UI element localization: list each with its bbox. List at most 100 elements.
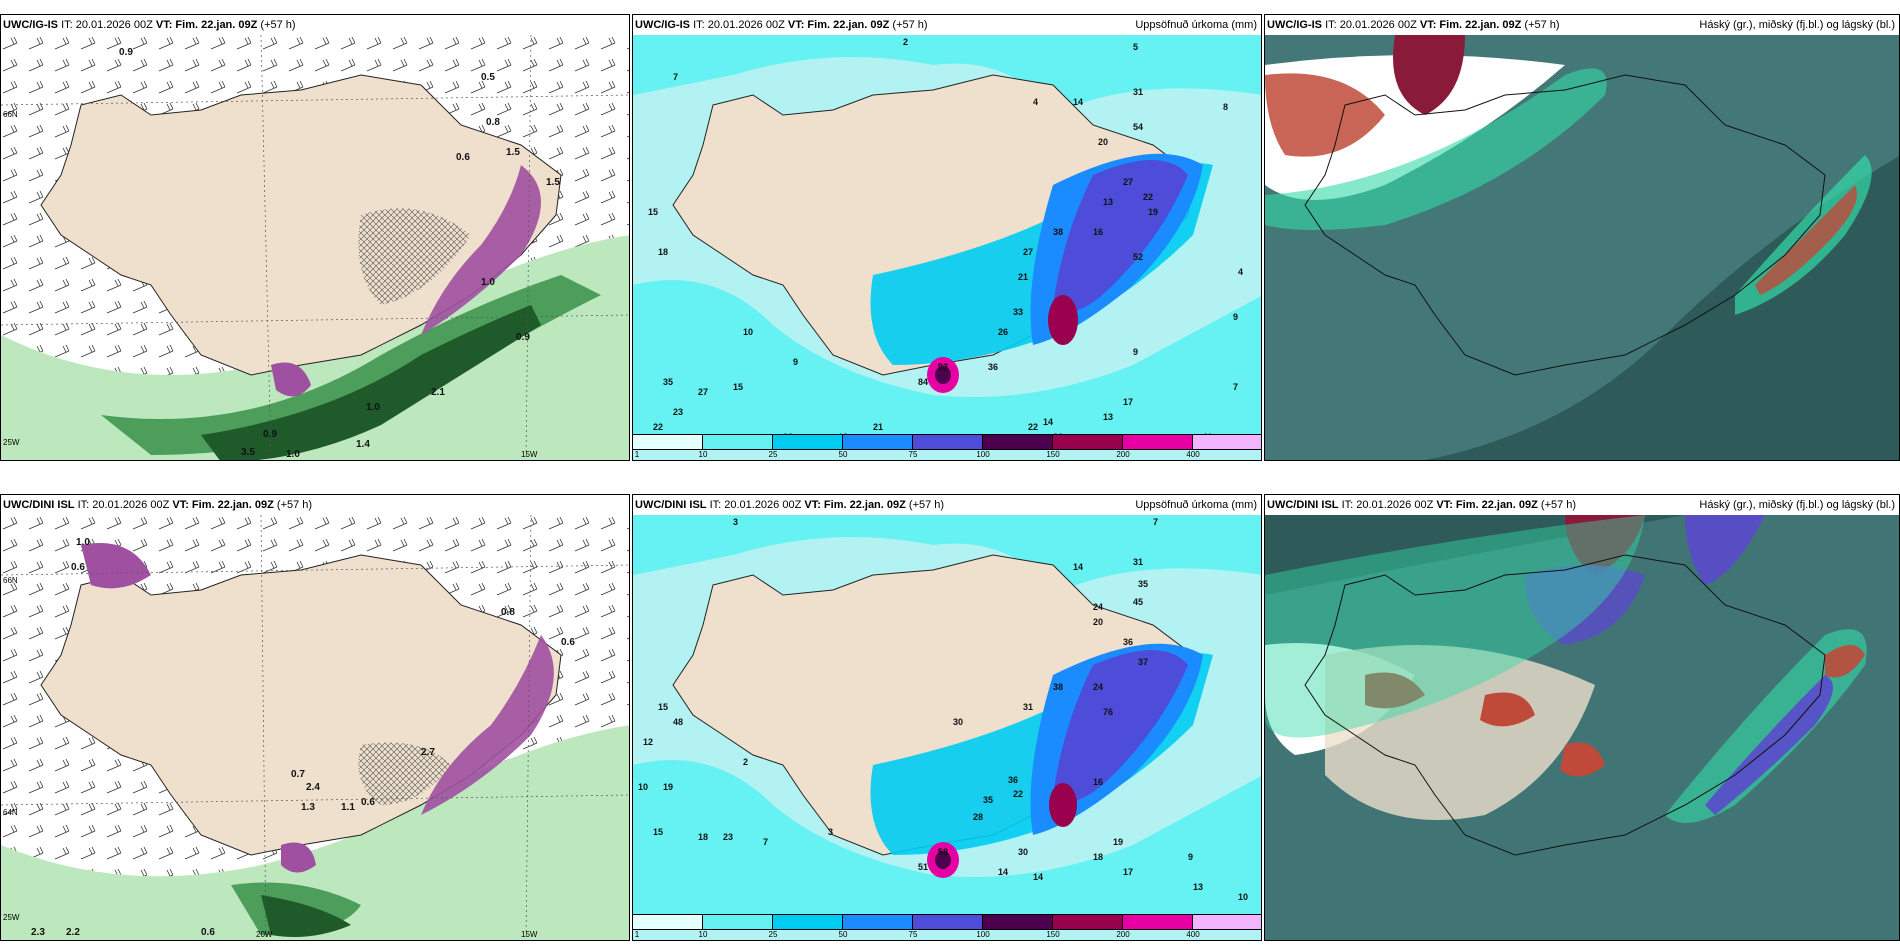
svg-text:31: 31 (1133, 557, 1143, 567)
colorbar-tick-label: 400 (1186, 930, 1200, 939)
svg-text:1.5: 1.5 (546, 177, 560, 188)
model-name: UWC/IG-IS (635, 19, 690, 31)
svg-text:1.4: 1.4 (356, 439, 370, 450)
svg-text:7: 7 (673, 72, 678, 82)
panel-title: Uppsöfnuð úrkoma (mm) (1135, 19, 1257, 31)
svg-text:38: 38 (1053, 227, 1063, 237)
colorbar-swatch (633, 435, 703, 449)
init-time: IT: 20.01.2026 00Z (1325, 19, 1417, 31)
colorbar-tick-label: 200 (1116, 930, 1130, 939)
svg-text:24: 24 (1093, 682, 1103, 692)
svg-text:37: 37 (1138, 657, 1148, 667)
svg-text:2.4: 2.4 (306, 782, 320, 793)
colorbar-swatch (983, 435, 1053, 449)
colorbar-swatch (703, 915, 773, 929)
colorbar-swatch (843, 435, 913, 449)
svg-text:3.5: 3.5 (241, 447, 255, 458)
valid-time-label: VT: (1436, 499, 1453, 511)
svg-text:15: 15 (658, 702, 668, 712)
panel-title: Háský (gr.), miðský (fj.bl.) og lágský (… (1699, 499, 1895, 511)
lead-time: (+57 h) (1524, 19, 1560, 31)
svg-text:21: 21 (873, 422, 883, 432)
valid-time-label: VT: (1419, 19, 1437, 31)
snow-dark-area (201, 305, 541, 460)
svg-text:1.0: 1.0 (286, 449, 300, 460)
svg-text:14: 14 (998, 867, 1008, 877)
colorbar-tick-label: 100 (976, 930, 990, 939)
svg-text:17: 17 (1123, 397, 1133, 407)
svg-text:10: 10 (1238, 892, 1248, 902)
svg-text:1.0: 1.0 (366, 402, 380, 413)
precip-colorbar: 1 10 25 50 75 100 150 200 400 (633, 914, 1261, 940)
svg-text:14: 14 (1043, 417, 1053, 427)
svg-text:0.6: 0.6 (361, 797, 375, 808)
svg-text:13: 13 (1193, 882, 1203, 892)
panel-clouds-ig: UWC/IG-IS IT: 20.01.2026 00Z VT: Fim. 22… (1264, 14, 1900, 461)
colorbar-tick-label: 100 (976, 450, 990, 459)
colorbar-ticks: 1 10 25 50 75 100 150 200 400 (633, 930, 1261, 940)
lead-time: (+57 h) (908, 499, 945, 511)
colorbar-swatches (633, 914, 1261, 930)
svg-text:27: 27 (698, 387, 708, 397)
panel-header: UWC/IG-IS IT: 20.01.2026 00Z VT: Fim. 22… (1265, 15, 1899, 35)
svg-text:13: 13 (1103, 412, 1113, 422)
svg-text:35: 35 (983, 795, 993, 805)
svg-text:14: 14 (1073, 562, 1083, 572)
svg-text:13: 13 (1103, 197, 1113, 207)
panel-header: UWC/DINI ISL IT: 20.01.2026 00Z VT: Fim.… (633, 495, 1261, 515)
svg-text:1.0: 1.0 (76, 537, 90, 548)
svg-text:23: 23 (673, 407, 683, 417)
svg-text:54: 54 (1133, 122, 1143, 132)
svg-text:0.9: 0.9 (119, 47, 133, 58)
lat-label-66: 66N (3, 110, 18, 119)
panel-title: Háský (gr.), miðský (fj.bl.) og lágský (… (1699, 19, 1895, 31)
svg-text:0.6: 0.6 (201, 927, 215, 938)
colorbar-swatch (1193, 915, 1261, 929)
svg-text:10: 10 (638, 782, 648, 792)
colorbar-tick-label: 25 (768, 930, 778, 939)
lon-label-15: 15W (521, 450, 538, 459)
lon-label-15: 15W (521, 930, 538, 939)
precip-map: 2 5 7 4 14 31 54 8 20 13 27 22 19 16 38 … (633, 35, 1261, 460)
svg-text:0.8: 0.8 (486, 117, 500, 128)
model-name: UWC/IG-IS (3, 19, 58, 31)
svg-text:76: 76 (1103, 707, 1113, 717)
svg-text:8: 8 (1223, 102, 1228, 112)
svg-text:0.8: 0.8 (501, 607, 515, 618)
svg-text:9: 9 (1188, 852, 1193, 862)
cloud-map (1265, 35, 1899, 460)
svg-text:33: 33 (1013, 307, 1023, 317)
panel-header: UWC/DINI ISL IT: 20.01.2026 00Z VT: Fim.… (1, 495, 629, 515)
cloud-map (1265, 515, 1899, 940)
lon-label-25: 25W (3, 438, 20, 447)
svg-text:9: 9 (1233, 312, 1238, 322)
svg-text:35: 35 (663, 377, 673, 387)
svg-text:18: 18 (698, 832, 708, 842)
svg-text:38: 38 (1053, 682, 1063, 692)
colorbar-swatch (703, 435, 773, 449)
colorbar-tick-label: 150 (1046, 450, 1060, 459)
panel-snow-dini: UWC/DINI ISL IT: 20.01.2026 00Z VT: Fim.… (0, 494, 630, 941)
lat-label-64: 64N (3, 808, 18, 817)
colorbar-swatch (843, 915, 913, 929)
model-name: UWC/IG-IS (1267, 19, 1322, 31)
precip-band-75 (1053, 160, 1188, 312)
svg-text:9: 9 (793, 357, 798, 367)
svg-text:19: 19 (1113, 837, 1123, 847)
panel-precip-dini: UWC/DINI ISL IT: 20.01.2026 00Z VT: Fim.… (632, 494, 1262, 941)
iceland-outline (1304, 554, 1826, 856)
colorbar-swatch (1053, 435, 1123, 449)
svg-text:22: 22 (1143, 192, 1153, 202)
svg-text:24: 24 (1093, 602, 1103, 612)
colorbar-tick-label: 400 (1186, 450, 1200, 459)
colorbar-tick-label: 75 (908, 930, 918, 939)
svg-text:2: 2 (743, 757, 748, 767)
svg-text:2: 2 (903, 37, 908, 47)
colorbar-tick-label: 200 (1116, 450, 1130, 459)
cloud-red (1265, 73, 1385, 157)
svg-text:22: 22 (1013, 789, 1023, 799)
svg-text:31: 31 (1023, 702, 1033, 712)
cloud-green-band (1265, 68, 1607, 230)
svg-text:22: 22 (1028, 422, 1038, 432)
precip-max-east (1048, 295, 1078, 345)
